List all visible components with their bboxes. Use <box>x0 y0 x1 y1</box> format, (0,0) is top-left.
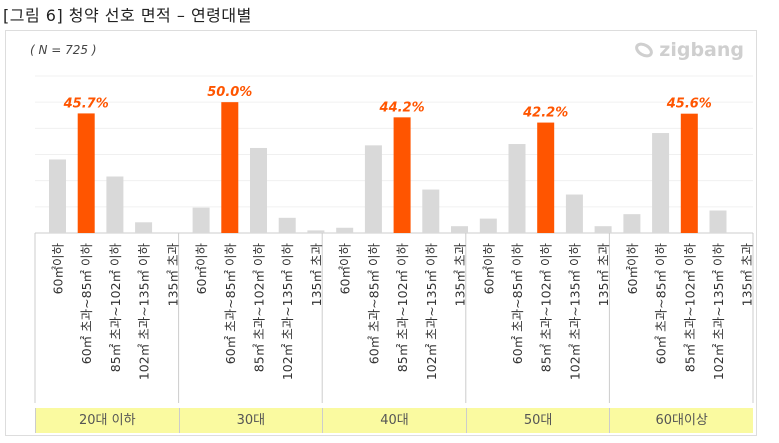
figure-title: [그림 6] 청약 선호 면적 – 연령대별 <box>3 6 252 25</box>
data-label: 50.0% <box>207 85 252 100</box>
sample-size-note: ( N = 725 ) <box>30 43 97 57</box>
category-label: 102㎡ 초과~135㎡ 이하 <box>424 243 439 381</box>
highlight-bar <box>77 113 95 233</box>
category-label: 135㎡ 초과 <box>740 243 755 307</box>
bar <box>508 144 526 233</box>
category-label: 135㎡ 초과 <box>309 243 324 307</box>
category-label: 135㎡ 초과 <box>453 243 468 307</box>
bar <box>422 189 440 233</box>
bar <box>364 145 382 233</box>
highlight-bar <box>221 102 239 234</box>
category-label: 60㎡이하 <box>481 243 496 295</box>
highlight-bar <box>537 122 555 233</box>
bar <box>278 217 296 233</box>
zigbang-logo-icon <box>635 42 654 58</box>
bar <box>479 218 497 233</box>
category-label: 102㎡ 초과~135㎡ 이하 <box>280 243 295 381</box>
data-label: 45.7% <box>63 96 109 111</box>
bar <box>135 222 153 233</box>
age-group-band: 20대 이하 30대 40대 50대 60대이상 <box>35 408 753 433</box>
category-label: 85㎡ 초과~102㎡ 이하 <box>682 243 697 373</box>
bar <box>250 147 267 233</box>
bar <box>652 133 670 233</box>
category-label: 60㎡이하 <box>194 243 209 295</box>
category-label: 60㎡이하 <box>338 243 353 295</box>
category-label: 60㎡ 초과~85㎡ 이하 <box>79 243 94 365</box>
chart-container: ( N = 725 ) zigbang 60㎡이하 45.7% 60㎡ 초과~85㎡… <box>5 30 757 436</box>
bar <box>106 176 124 233</box>
bar <box>451 226 468 233</box>
bar <box>336 227 354 233</box>
data-label: 45.6% <box>666 97 712 112</box>
category-label: 102㎡ 초과~135㎡ 이하 <box>711 243 726 381</box>
bar <box>307 230 325 233</box>
age-group-label: 60대이상 <box>609 408 753 433</box>
category-label: 102㎡ 초과~135㎡ 이하 <box>137 243 152 381</box>
highlight-bar <box>680 113 698 233</box>
data-label: 44.2% <box>379 100 425 115</box>
category-label: 85㎡ 초과~102㎡ 이하 <box>252 243 267 373</box>
category-label: 60㎡ 초과~85㎡ 이하 <box>510 243 525 365</box>
age-group-label: 40대 <box>322 408 466 433</box>
category-label: 85㎡ 초과~102㎡ 이하 <box>539 243 554 373</box>
watermark-text: zigbang <box>659 39 744 61</box>
bar <box>49 159 66 233</box>
bar <box>192 207 210 233</box>
category-label: 85㎡ 초과~102㎡ 이하 <box>108 243 123 373</box>
highlight-bar <box>393 117 411 233</box>
category-label: 60㎡ 초과~85㎡ 이하 <box>654 243 669 365</box>
bar <box>709 210 727 233</box>
category-label: 135㎡ 초과 <box>165 243 180 307</box>
age-group-label: 50대 <box>465 408 610 433</box>
category-label: 85㎡ 초과~102㎡ 이하 <box>395 243 410 373</box>
category-label: 60㎡ 초과~85㎡ 이하 <box>223 243 238 365</box>
category-label: 60㎡ 초과~85㎡ 이하 <box>366 243 381 365</box>
category-label: 102㎡ 초과~135㎡ 이하 <box>567 243 582 381</box>
data-label: 42.2% <box>522 106 568 121</box>
bar <box>623 214 641 233</box>
category-label: 135㎡ 초과 <box>596 243 611 307</box>
bar <box>565 194 583 233</box>
zigbang-logo: zigbang <box>634 39 744 61</box>
age-group-label: 30대 <box>178 408 323 433</box>
bar-chart: 60㎡이하 45.7% 60㎡ 초과~85㎡ 이하 85㎡ 초과~102㎡ 이하 102… <box>34 75 755 403</box>
age-group-label: 20대 이하 <box>35 408 179 433</box>
bar <box>594 226 612 233</box>
category-label: 60㎡이하 <box>51 243 66 295</box>
category-label: 60㎡이하 <box>625 243 640 295</box>
